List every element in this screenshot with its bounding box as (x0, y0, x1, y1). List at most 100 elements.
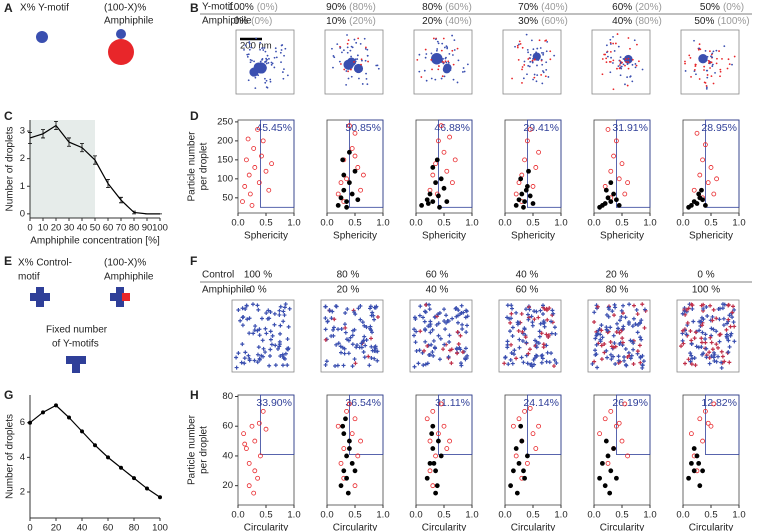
data-point (522, 408, 527, 414)
particle (257, 64, 259, 67)
motif (515, 320, 520, 325)
data-point (427, 438, 433, 444)
cell-main: 40% (612, 16, 632, 27)
particle (709, 67, 711, 69)
motif (707, 361, 712, 366)
motif (352, 310, 357, 315)
data-point (247, 191, 253, 197)
particle (441, 42, 444, 45)
motif (269, 342, 274, 347)
threshold-box (437, 119, 473, 208)
data-point (145, 486, 149, 491)
motif (372, 317, 377, 322)
data-point (256, 420, 262, 426)
particle (279, 51, 282, 54)
motif (360, 320, 365, 325)
data-point (597, 431, 602, 437)
cell-paren: (0%) (251, 16, 272, 27)
motif (375, 314, 380, 319)
motif (454, 314, 459, 319)
motif (642, 325, 647, 330)
motif (353, 361, 358, 366)
cell-paren: (0%) (723, 2, 744, 13)
data-point (441, 185, 447, 191)
motif (683, 361, 688, 366)
motif (252, 328, 257, 333)
x-tick-label: 30 (64, 223, 75, 234)
particle (619, 74, 622, 77)
data-point (602, 483, 608, 489)
motif (640, 302, 645, 307)
motif (458, 333, 463, 338)
motif (611, 354, 616, 359)
particle (463, 70, 466, 73)
motif (536, 341, 541, 346)
particle (625, 60, 628, 63)
data-point (352, 168, 358, 174)
x-axis-label: Sphericity (689, 231, 733, 242)
particle (684, 60, 686, 63)
x-tick-label: 0.5 (348, 510, 361, 521)
motif (688, 351, 693, 356)
particle (364, 48, 367, 50)
motif (545, 317, 550, 322)
motif (619, 314, 624, 319)
motif (547, 306, 552, 311)
particle (638, 60, 640, 63)
motif (272, 311, 277, 316)
motif (719, 349, 724, 354)
motif (599, 328, 604, 333)
x-tick-label: 0.5 (437, 510, 450, 521)
data-point (430, 423, 436, 429)
data-point (263, 426, 269, 432)
particle (284, 47, 287, 50)
plot-frame (237, 394, 295, 506)
motif (364, 325, 369, 330)
motif (623, 315, 628, 320)
data-point (614, 138, 619, 144)
data-point (246, 460, 252, 466)
motif (512, 352, 517, 357)
particle (624, 64, 626, 67)
particle (606, 55, 609, 58)
motif (725, 321, 730, 326)
data-point (508, 483, 514, 489)
data-line (29, 404, 161, 498)
data-point (616, 420, 622, 426)
particle (432, 37, 435, 40)
motif (525, 312, 530, 317)
x-tick-label: 0.0 (498, 218, 511, 229)
particle (715, 49, 718, 52)
x-tick-label: 0.0 (231, 218, 244, 229)
particle (430, 58, 433, 61)
motif (339, 350, 344, 355)
data-point (441, 149, 447, 155)
motif (689, 362, 694, 367)
particle (522, 77, 525, 80)
error-bar (54, 120, 58, 131)
motif (339, 326, 344, 331)
particle (541, 82, 544, 85)
particle (367, 60, 369, 63)
particle (345, 70, 348, 72)
motif (526, 351, 531, 356)
percentage-label: 36.54% (345, 397, 381, 409)
motif (541, 311, 546, 316)
motif (283, 356, 288, 361)
data-point (602, 201, 608, 206)
y-tick-label: 20 (222, 480, 233, 491)
motif (730, 315, 735, 320)
particle (529, 53, 532, 56)
motif (458, 311, 463, 316)
data-point (419, 203, 425, 208)
particle (705, 86, 708, 89)
error-bar (106, 178, 110, 189)
x-tick-label: 1.0 (643, 510, 656, 521)
y-motif-icon (66, 356, 86, 373)
data-point (700, 438, 705, 444)
motif (370, 330, 375, 335)
data-point (705, 420, 711, 426)
panel-label: C (4, 109, 13, 123)
threshold-box (705, 394, 740, 455)
x-axis-label: Circularity (422, 523, 466, 531)
